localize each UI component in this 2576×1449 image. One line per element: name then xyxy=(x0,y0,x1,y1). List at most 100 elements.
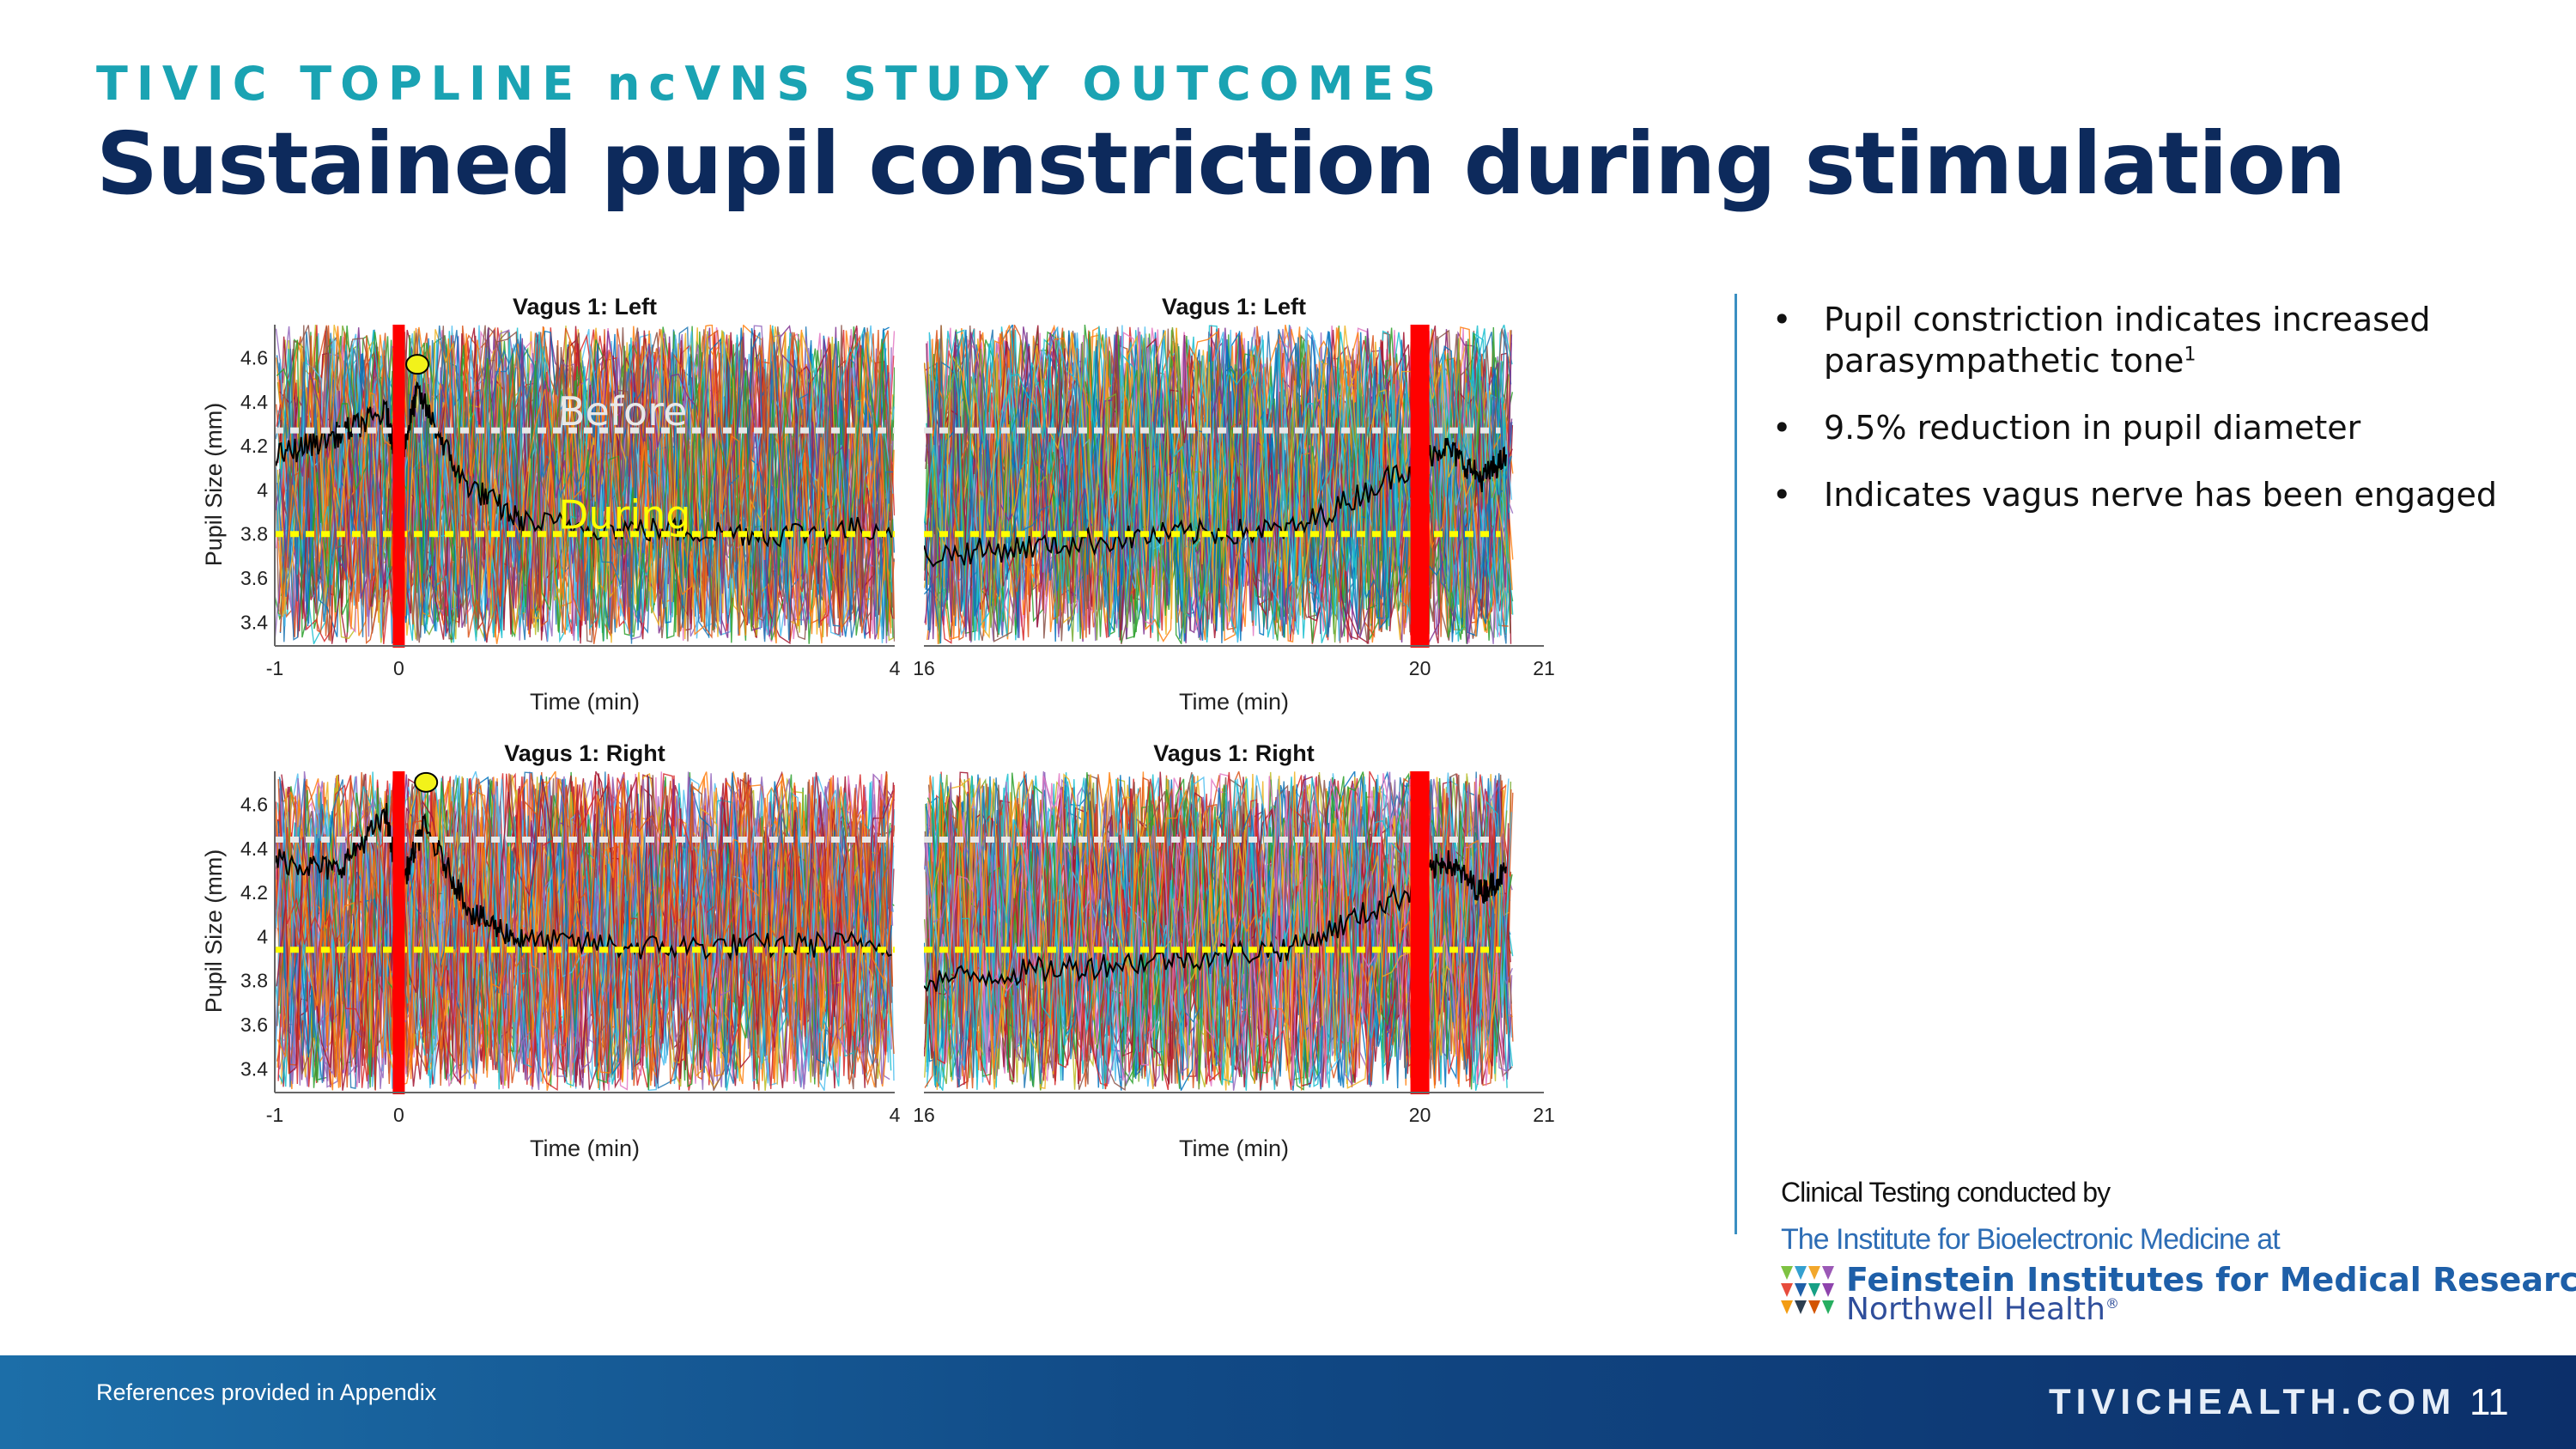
bullet-dot-icon: • xyxy=(1772,409,1792,447)
stimulation-marker xyxy=(1410,325,1430,648)
y-axis-label: Pupil Size (mm) xyxy=(201,403,227,567)
mean-trace xyxy=(275,802,892,962)
subject-trace xyxy=(277,327,891,641)
bullet-text: Indicates vagus nerve has been engaged xyxy=(1824,476,2497,514)
bullet-dot-icon: • xyxy=(1772,301,1792,338)
x-axis-label: Time (min) xyxy=(1179,689,1289,715)
plot-area xyxy=(275,771,895,1091)
y-tick-label: 4 xyxy=(257,478,268,501)
subject-trace xyxy=(926,773,1504,1087)
feinstein-mark-icon xyxy=(1781,1266,1834,1314)
x-tick-label: 21 xyxy=(1533,657,1555,679)
chart-title: Vagus 1: Right xyxy=(504,740,665,766)
northwell-registered-mark: ® xyxy=(2105,1295,2119,1312)
y-tick-label: 4.4 xyxy=(240,391,268,413)
mean-trace xyxy=(924,437,1507,568)
chart-title: Vagus 1: Right xyxy=(1153,740,1315,766)
y-tick-label: 3.8 xyxy=(240,970,268,992)
subject-trace xyxy=(278,773,895,1087)
chart-title: Vagus 1: Left xyxy=(1162,294,1306,320)
logo-triangle xyxy=(1795,1266,1807,1280)
bullet-dot-icon: • xyxy=(1772,476,1792,514)
feinstein-logo: Feinstein Institutes for Medical Researc… xyxy=(1781,1261,2576,1327)
bullet-text: Pupil constriction indicates increased p… xyxy=(1824,301,2431,380)
x-tick-label: 4 xyxy=(890,657,901,679)
y-tick-label: 3.4 xyxy=(240,1057,268,1080)
chart-panel: 16 20 21 Time (min) Vagus 1: Right xyxy=(913,740,1555,1161)
x-axis-label: Time (min) xyxy=(530,689,640,715)
subject-trace xyxy=(276,326,894,644)
y-tick-label: 4.2 xyxy=(240,435,268,457)
chart-panel: Before During 3.4 3.6 3.8 4 4.2 4.4 4.6 Pupil Siz… xyxy=(201,294,901,715)
mean-trace xyxy=(924,849,1507,992)
stimulation-marker xyxy=(1410,771,1430,1094)
website-link[interactable]: TIVICHEALTH.COM xyxy=(2049,1381,2457,1422)
charts-svg: Before During 3.4 3.6 3.8 4 4.2 4.4 4.6 Pupil Siz… xyxy=(201,294,1555,1161)
bullet-text: 9.5% reduction in pupil diameter xyxy=(1824,409,2361,447)
logo-triangle xyxy=(1781,1300,1793,1314)
chart-title: Vagus 1: Left xyxy=(513,294,657,320)
logo-triangle xyxy=(1822,1266,1834,1280)
x-tick-label: 0 xyxy=(393,657,404,679)
y-tick-label: 4.2 xyxy=(240,881,268,904)
logo-triangle xyxy=(1808,1266,1820,1280)
pupil-charts: Before During 3.4 3.6 3.8 4 4.2 4.4 4.6 Pupil Siz… xyxy=(189,283,1563,1185)
x-tick-label: 0 xyxy=(393,1104,404,1126)
x-tick-label: 16 xyxy=(913,1104,935,1126)
subject-trace xyxy=(279,327,890,642)
logo-triangle xyxy=(1822,1300,1834,1314)
y-tick-label: 3.4 xyxy=(240,611,268,633)
footer-bar: References provided in Appendix TIVICHEA… xyxy=(0,1355,2576,1449)
footnote-ref: 1 xyxy=(2184,344,2196,366)
logo-triangle xyxy=(1808,1300,1820,1314)
x-tick-label: 4 xyxy=(890,1104,901,1126)
logo-triangle xyxy=(1781,1266,1793,1280)
y-tick-label: 3.6 xyxy=(240,1014,268,1036)
subject-trace xyxy=(280,325,890,643)
northwell-name: Northwell Health® xyxy=(1846,1292,2119,1327)
bullet-item: • Indicates vagus nerve has been engaged xyxy=(1769,474,2524,515)
clinical-testing-label: Clinical Testing conducted by xyxy=(1781,1177,2111,1208)
subject-trace xyxy=(925,325,1513,644)
feinstein-name: Feinstein Institutes for Medical Researc… xyxy=(1846,1261,2576,1299)
peak-marker xyxy=(405,354,430,375)
x-axis-label: Time (min) xyxy=(1179,1135,1289,1161)
y-tick-label: 4.6 xyxy=(240,793,268,815)
y-tick-label: 4.4 xyxy=(240,837,268,860)
bullet-item: • Pupil constriction indicates increased … xyxy=(1769,299,2524,381)
subject-trace xyxy=(924,778,1510,1091)
x-axis-label: Time (min) xyxy=(530,1135,640,1161)
x-tick-label: 16 xyxy=(913,657,935,679)
subject-trace xyxy=(924,331,1509,638)
x-tick-label: 20 xyxy=(1409,1104,1431,1126)
institute-label: The Institute for Bioelectronic Medicine… xyxy=(1781,1223,2281,1256)
chart-panel: 16 20 21 Time (min) Vagus 1: Left xyxy=(913,294,1555,715)
x-tick-label: -1 xyxy=(266,657,283,679)
plot-area xyxy=(275,325,895,644)
logo-triangle xyxy=(1781,1283,1793,1297)
y-axis-label: Pupil Size (mm) xyxy=(201,849,227,1014)
logo-triangle xyxy=(1795,1283,1807,1297)
column-divider xyxy=(1735,294,1737,1234)
stimulation-marker xyxy=(392,325,405,648)
bullet-item: • 9.5% reduction in pupil diameter xyxy=(1769,407,2524,448)
peak-marker xyxy=(414,771,439,793)
page-title: Sustained pupil constriction during stim… xyxy=(96,113,2346,214)
y-tick-label: 3.8 xyxy=(240,523,268,545)
mean-trace xyxy=(275,381,893,548)
stimulation-marker xyxy=(392,771,405,1094)
y-tick-label: 3.6 xyxy=(240,567,268,589)
logo-triangle xyxy=(1822,1283,1834,1297)
x-tick-label: 20 xyxy=(1409,657,1431,679)
bullet-list: • Pupil constriction indicates increased … xyxy=(1769,299,2524,541)
references-note: References provided in Appendix xyxy=(96,1379,437,1405)
logo-triangle xyxy=(1808,1283,1820,1297)
x-tick-label: -1 xyxy=(266,1104,283,1126)
subject-trace xyxy=(927,331,1510,642)
x-tick-label: 21 xyxy=(1533,1104,1555,1126)
y-tick-label: 4 xyxy=(257,925,268,947)
page-number: 11 xyxy=(2470,1381,2509,1423)
subject-trace xyxy=(927,326,1509,639)
chart-panel: 3.4 3.6 3.8 4 4.2 4.4 4.6 Pupil Size (mm) -1 0 4 Ti… xyxy=(201,740,901,1161)
reference-line-label: Before xyxy=(558,388,687,435)
